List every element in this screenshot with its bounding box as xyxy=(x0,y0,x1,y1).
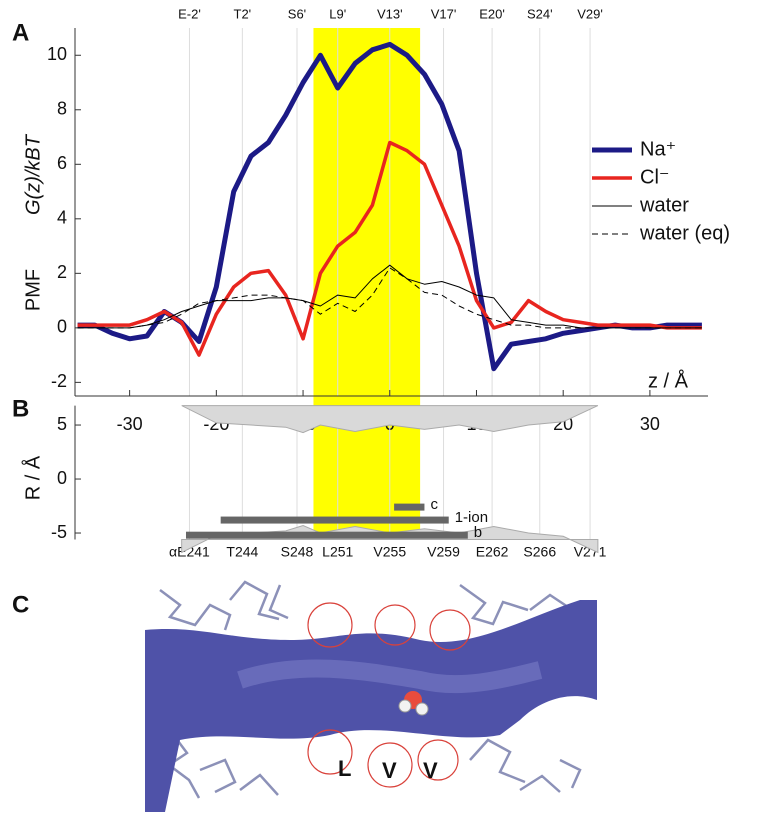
y-tick-label: 8 xyxy=(57,99,67,119)
series-line xyxy=(77,140,702,357)
residue-label: L251 xyxy=(322,544,353,560)
range-bar xyxy=(394,503,425,511)
range-label: b xyxy=(474,524,482,541)
range-bar xyxy=(185,531,468,539)
residue-label: E20' xyxy=(479,6,505,21)
range-label: 1-ion xyxy=(455,509,488,526)
highlight-band xyxy=(313,28,421,540)
pore-image: L V V xyxy=(145,565,597,812)
water-hydrogen xyxy=(415,702,429,716)
y-tick-label: -2 xyxy=(51,371,67,391)
residue-label: S248 xyxy=(281,544,314,560)
protein-backbone xyxy=(149,580,582,799)
residue-mesh xyxy=(307,602,471,788)
pore-highlight xyxy=(237,659,543,694)
y-tick-label: -5 xyxy=(51,522,67,542)
residue-label: E-2' xyxy=(178,6,201,21)
residue-label: S266 xyxy=(523,544,556,560)
legend-label: Na⁺ xyxy=(640,138,676,160)
residue-label: V271 xyxy=(574,544,607,560)
y-tick-label: 0 xyxy=(57,317,67,337)
residue-label: V259 xyxy=(427,544,460,560)
legend-label: Cl⁻ xyxy=(640,166,669,188)
y-axis-label: G(z)/kBT xyxy=(22,133,44,215)
legend-label: water (eq) xyxy=(639,222,730,244)
y-axis-label: R / Å xyxy=(21,455,44,500)
residue-label: V255 xyxy=(373,544,406,560)
x-tick-label: -30 xyxy=(117,414,143,434)
legend-label: water xyxy=(639,194,689,216)
x-tick-label: 30 xyxy=(640,414,660,434)
y-tick-label: 0 xyxy=(57,468,67,488)
panel-label: A xyxy=(12,19,29,46)
residue-label: S6' xyxy=(288,6,306,21)
y-tick-label: 10 xyxy=(47,44,67,64)
water-hydrogen xyxy=(398,699,412,713)
panel-label: B xyxy=(12,395,29,422)
residue-label: T2' xyxy=(234,6,252,21)
residue-label: V xyxy=(423,758,438,783)
residue-label: S24' xyxy=(527,6,553,21)
x-axis-label: z / Å xyxy=(648,369,689,392)
range-label: c xyxy=(430,496,438,513)
y-tick-label: 5 xyxy=(57,414,67,434)
residue-label: L xyxy=(338,756,351,781)
series-line xyxy=(77,267,702,329)
range-bar xyxy=(220,516,449,524)
y-axis-label: PMF xyxy=(22,269,44,311)
charts: E-2' T2' S6' L9' V13' V17' E20' S24' V29' -2 0 2 4 6 8… xyxy=(21,6,730,559)
residue-label: V29' xyxy=(577,6,603,21)
residue-label: V17' xyxy=(431,6,457,21)
panel-label: C xyxy=(12,591,29,618)
y-tick-label: 2 xyxy=(57,262,67,282)
residue-label: T244 xyxy=(226,544,258,560)
residue-label: E262 xyxy=(476,544,509,560)
residue-label: αE241 xyxy=(169,544,210,560)
y-tick-label: 4 xyxy=(57,208,67,228)
residue-label: V13' xyxy=(377,6,403,21)
residue-label: L9' xyxy=(329,6,346,21)
residue-label: V xyxy=(382,758,397,783)
pore-radius xyxy=(181,405,599,434)
pore-surface xyxy=(145,600,597,812)
y-tick-label: 6 xyxy=(57,153,67,173)
